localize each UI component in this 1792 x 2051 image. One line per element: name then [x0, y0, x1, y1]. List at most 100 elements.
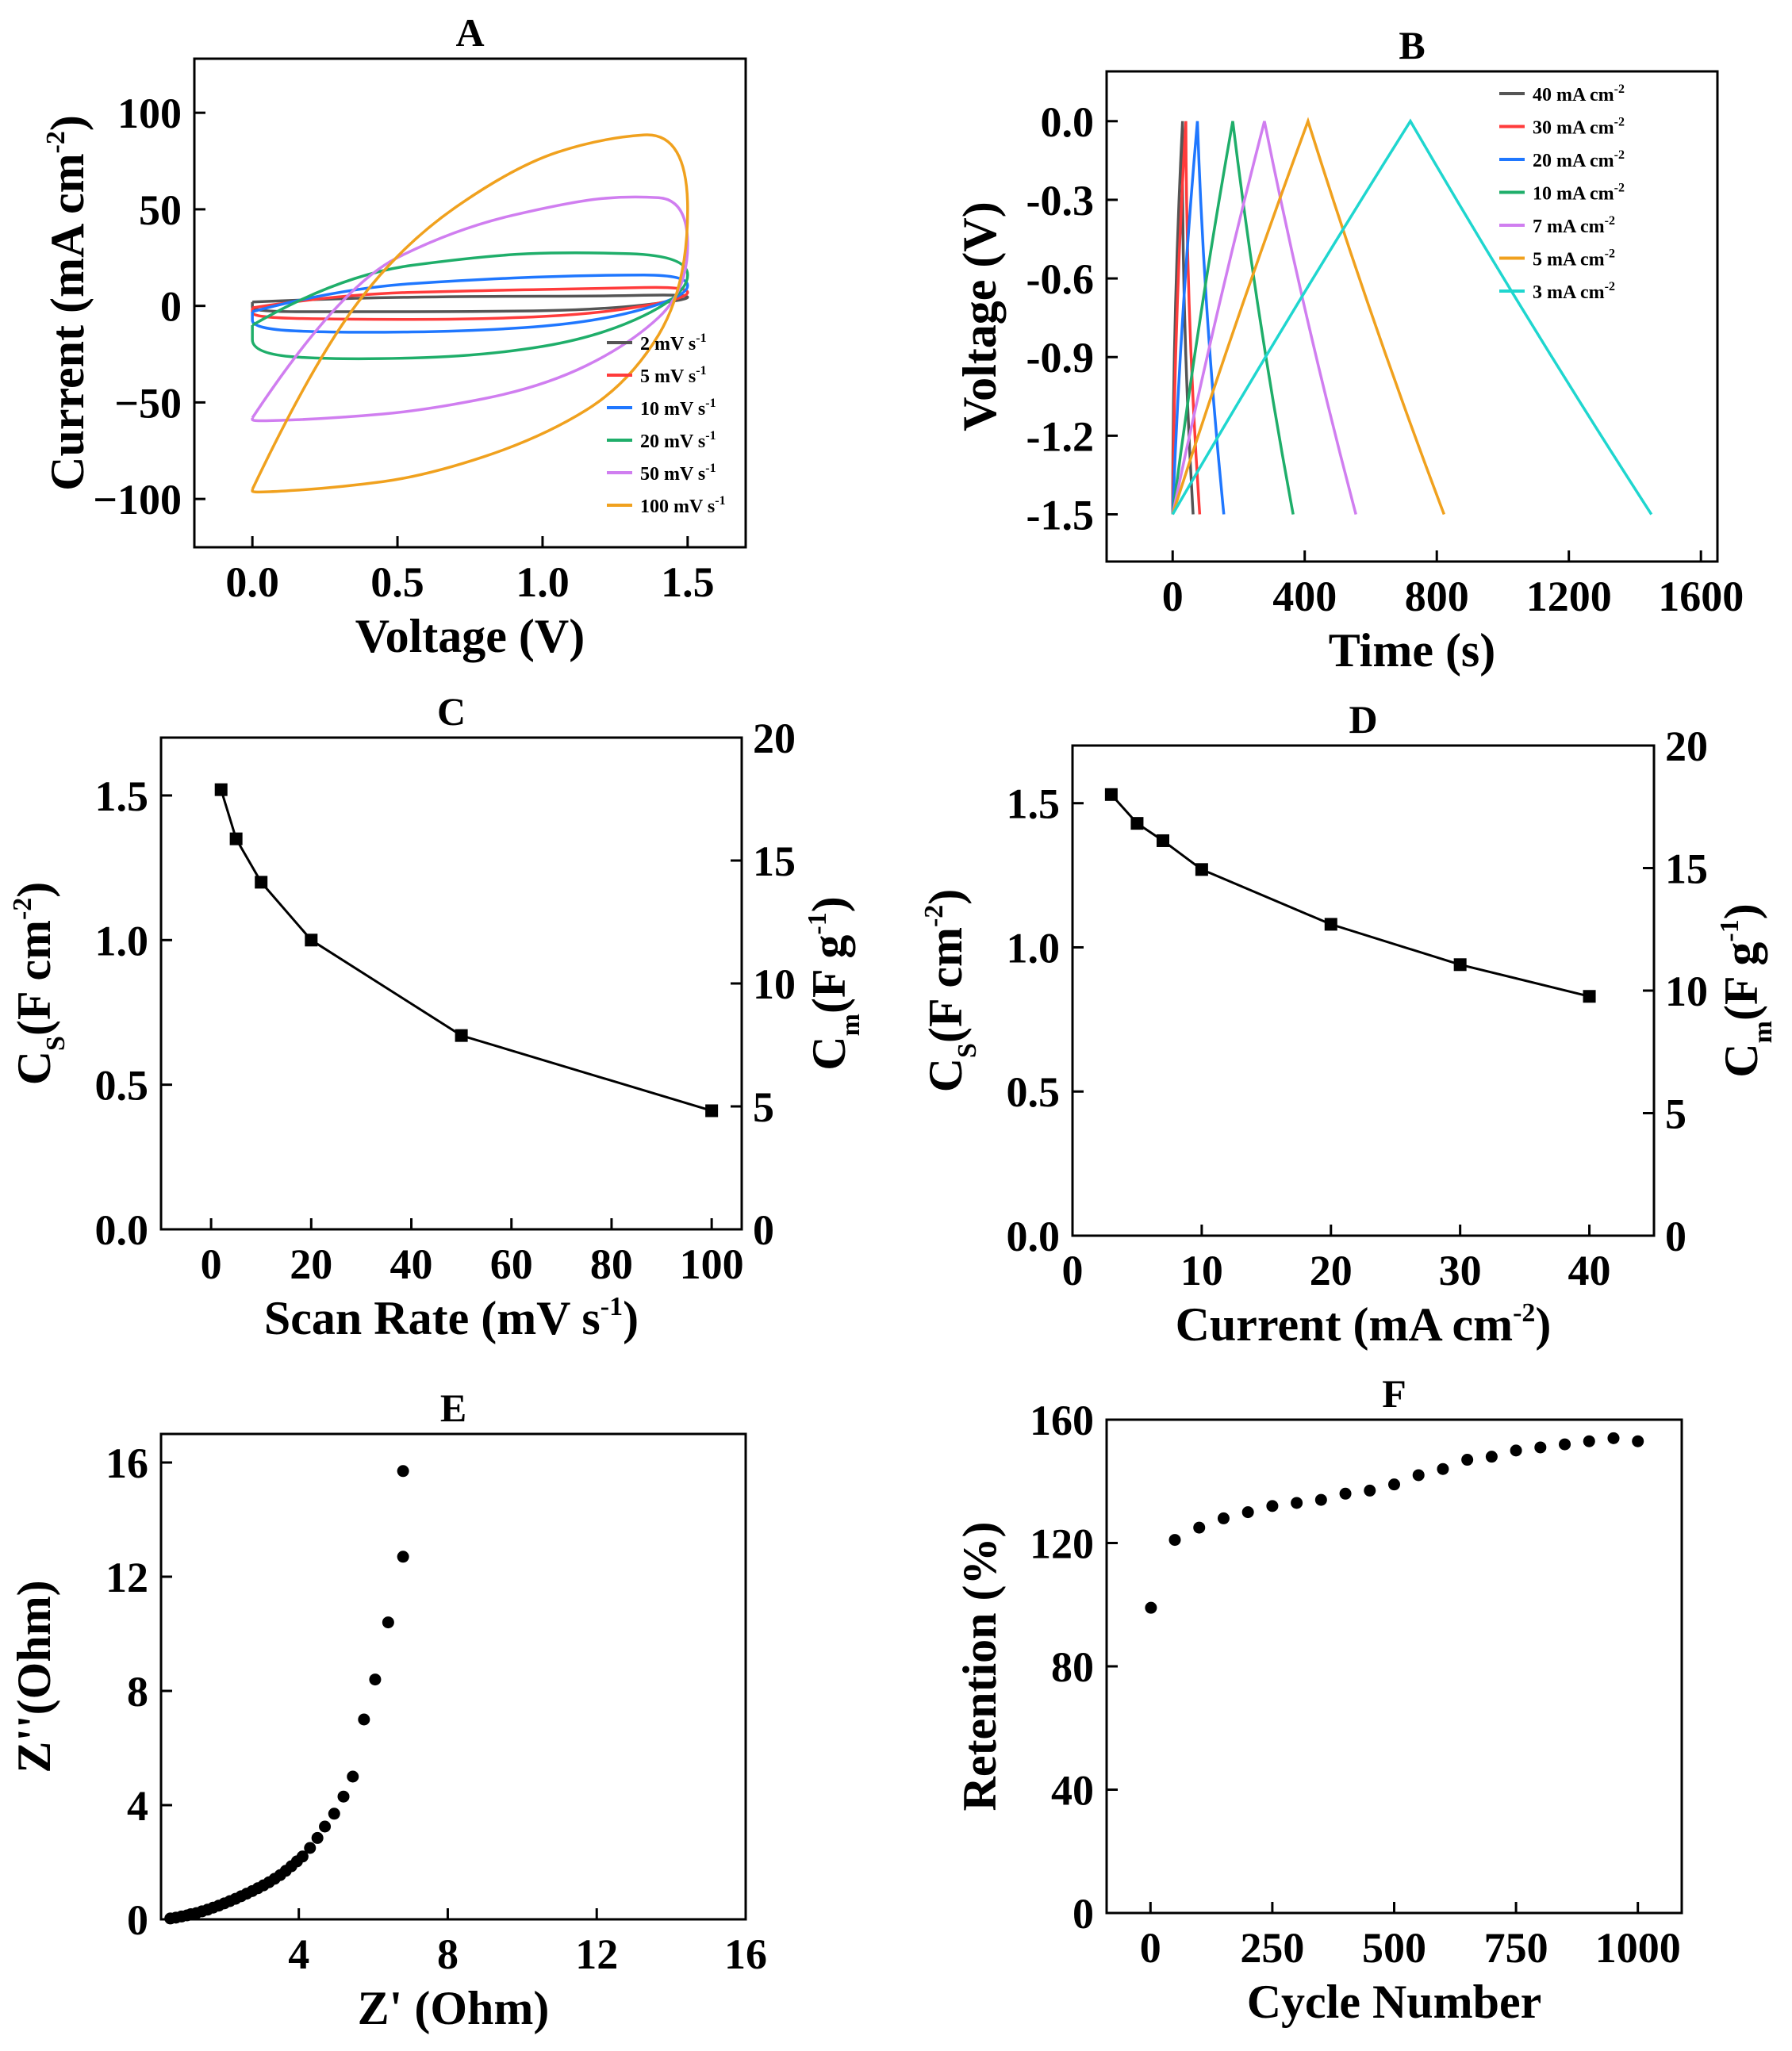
- chart-d-x-title-text: Current (mA cm: [1176, 1298, 1513, 1351]
- chart-f-point-12: [1437, 1463, 1449, 1475]
- chart-a-y-tick-label: 100: [117, 90, 182, 137]
- chart-a-legend-label-5: 100 mV s-1: [640, 494, 726, 517]
- chart-f-point-16: [1534, 1441, 1547, 1454]
- chart-f-point-9: [1364, 1484, 1376, 1497]
- chart-c-y-tick-label: 0.0: [95, 1206, 149, 1254]
- chart-f-point-1: [1168, 1534, 1181, 1547]
- chart-b-legend-label-3: 10 mA cm-2: [1533, 182, 1625, 205]
- chart-f-x-tick-label: 0: [1140, 1924, 1161, 1972]
- chart-c-x-tick-label: 60: [490, 1240, 533, 1288]
- chart-d-y-title-rest: (F cm: [919, 927, 972, 1043]
- chart-c-y-tick-label: 1.5: [95, 772, 149, 820]
- chart-d-point-6: [1583, 990, 1596, 1003]
- chart-f-x-tick-label: 1000: [1595, 1924, 1681, 1972]
- chart-c-x-title-sup: -1: [601, 1292, 623, 1321]
- chart-d-point-1: [1130, 817, 1144, 830]
- chart-b-legend-label-0: 40 mA cm-2: [1533, 82, 1625, 105]
- chart-b-legend-text: 40 mA cm: [1533, 85, 1614, 105]
- chart-f-x-tick-label: 250: [1240, 1924, 1304, 1972]
- chart-b-y-tick-label: -0.6: [1026, 255, 1094, 303]
- chart-d-x-title-end: ): [1535, 1298, 1551, 1351]
- chart-e-x-title: Z' (Ohm): [358, 1982, 550, 2034]
- chart-b-y-title: Voltage (V): [954, 201, 1006, 431]
- chart-c-point-3: [305, 933, 318, 947]
- chart-b-x-tick-label: 400: [1272, 573, 1337, 620]
- chart-d-y-tick-label: 0.5: [1007, 1068, 1061, 1116]
- chart-d-x-tick-label: 40: [1568, 1247, 1611, 1294]
- chart-d-point-5: [1453, 958, 1467, 972]
- chart-b-legend-text: 30 mA cm: [1533, 118, 1614, 139]
- chart-a-legend-label-4: 50 mV s-1: [640, 462, 716, 485]
- chart-e-x-tick-label: 16: [724, 1930, 767, 1978]
- chart-f-x-title-text: Cycle Number: [1247, 1976, 1542, 2028]
- chart-c-y-title-sub: S: [41, 1036, 71, 1051]
- chart-c-y-title-sup: -2: [8, 898, 37, 920]
- chart-d-y2-title-main: C: [1715, 1043, 1767, 1077]
- chart-c-y2-title-main: C: [803, 1036, 855, 1070]
- chart-f-point-0: [1145, 1601, 1157, 1614]
- chart-a-legend-text: 5 mV s: [640, 366, 696, 387]
- chart-b-x-tick-label: 1600: [1658, 573, 1744, 620]
- chart-d-y-title: CS(F cm-2): [919, 889, 982, 1093]
- chart-c-frame: [159, 736, 743, 1231]
- chart-c-y2-tick-label: 20: [753, 715, 796, 762]
- chart-e-point-25: [304, 1842, 317, 1854]
- chart-d-y2-title-sup: -1: [1715, 919, 1744, 941]
- chart-b-legend-sup: -2: [1605, 214, 1615, 228]
- chart-f-point-7: [1314, 1493, 1327, 1506]
- chart-b-legend-label-4: 7 mA cm-2: [1533, 214, 1615, 237]
- chart-c-y-title-main: C: [8, 1051, 60, 1085]
- chart-a-legend-sup: -1: [696, 332, 706, 345]
- chart-f-title: F: [1382, 1371, 1406, 1416]
- chart-d-y-title-end: ): [919, 889, 972, 905]
- chart-e-y-tick-label: 16: [106, 1440, 148, 1487]
- chart-f-point-15: [1510, 1444, 1522, 1457]
- chart-a-y-title-text: Current (mA cm: [41, 153, 94, 490]
- chart-b-legend-sup: -2: [1605, 280, 1615, 293]
- chart-c-x-tick-label: 80: [590, 1240, 633, 1288]
- chart-e-y-tick-label: 4: [127, 1782, 148, 1830]
- chart-f-point-10: [1388, 1478, 1400, 1491]
- chart-f-y-tick-label: 160: [1030, 1397, 1094, 1444]
- chart-f-point-18: [1583, 1435, 1595, 1447]
- chart-c-y-title-rest: (F cm: [8, 920, 60, 1036]
- chart-c-y-tick-label: 0.5: [95, 1062, 149, 1110]
- chart-b-legend-label-2: 20 mA cm-2: [1533, 148, 1625, 171]
- chart-f-point-3: [1217, 1512, 1230, 1524]
- chart-f-x-tick-label: 750: [1484, 1924, 1548, 1972]
- chart-c-point-2: [255, 876, 268, 889]
- chart-b-legend-label-5: 5 mA cm-2: [1533, 247, 1615, 270]
- chart-a-series-0: [251, 293, 689, 313]
- chart-d-x-title: Current (mA cm-2): [1176, 1298, 1552, 1351]
- chart-e-point-32: [369, 1673, 382, 1686]
- chart-e-x-title-text: Z' (Ohm): [358, 1982, 550, 2034]
- chart-b-legend-text: 3 mA cm: [1533, 282, 1605, 303]
- chart-b-series-1: [1171, 121, 1202, 515]
- chart-b-series-5: [1171, 117, 1446, 516]
- chart-c-point-5: [705, 1104, 719, 1118]
- chart-b-legend-text: 5 mA cm: [1533, 250, 1605, 270]
- chart-d-point-3: [1195, 863, 1208, 876]
- chart-e-point-33: [382, 1616, 394, 1629]
- chart-c-point-4: [455, 1029, 468, 1042]
- chart-e-frame: [159, 1432, 747, 1921]
- chart-d-x-tick-label: 30: [1439, 1247, 1482, 1294]
- chart-b-legend-text: 7 mA cm: [1533, 217, 1605, 237]
- chart-f-frame: [1105, 1418, 1683, 1915]
- chart-f-x-tick-label: 500: [1362, 1924, 1426, 1972]
- chart-a-legend-text: 100 mV s: [640, 496, 715, 517]
- chart-f-point-2: [1193, 1521, 1206, 1534]
- chart-f-point-19: [1607, 1432, 1620, 1444]
- chart-e-point-30: [347, 1770, 359, 1783]
- chart-a-y-title-sup: -2: [41, 131, 71, 153]
- chart-b-legend-label-6: 3 mA cm-2: [1533, 280, 1615, 303]
- chart-d-y2-title-sub: m: [1748, 1021, 1778, 1043]
- chart-b-y-tick-label: -0.9: [1026, 334, 1094, 381]
- chart-e-y-title: Z''(Ohm): [8, 1580, 60, 1773]
- chart-b-y-tick-label: -0.3: [1026, 177, 1094, 224]
- chart-a-y-tick-label: −50: [114, 379, 182, 427]
- chart-a-legend-text: 2 mV s: [640, 334, 696, 355]
- chart-f-y-tick-label: 0: [1073, 1890, 1094, 1938]
